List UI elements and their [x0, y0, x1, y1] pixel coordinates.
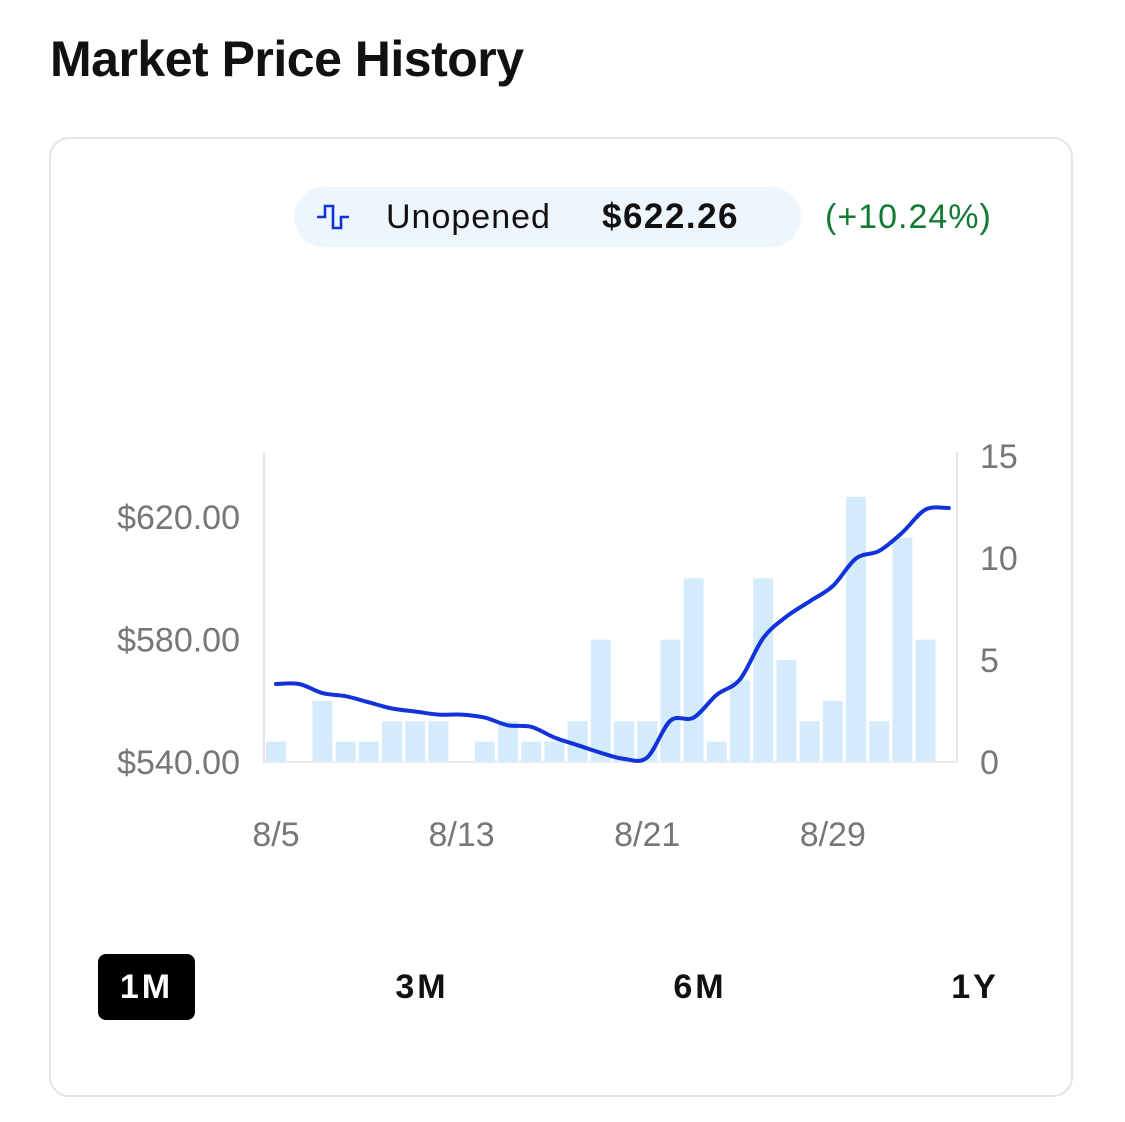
y-right-tick-label: 10: [980, 540, 1018, 578]
x-tick-label: 8/21: [614, 816, 680, 854]
volume-bar: [590, 639, 611, 762]
x-axis-ticks: 8/5 8/13 8/21 8/29: [252, 816, 866, 854]
y-left-tick-label: $540.00: [117, 744, 240, 782]
volume-bar: [405, 721, 426, 762]
series-label: Unopened: [386, 198, 551, 236]
legend-row: Unopened $622.26 (+10.24%): [49, 137, 1073, 277]
volume-bar: [892, 537, 913, 762]
series-legend-pill[interactable]: Unopened $622.26: [294, 187, 801, 247]
volume-bar: [915, 639, 936, 762]
x-tick-label: 8/29: [800, 816, 866, 854]
volume-bar: [567, 721, 588, 762]
y-right-tick-label: 15: [980, 438, 1018, 476]
volume-bar: [544, 741, 565, 762]
volume-bars: [266, 496, 936, 762]
volume-bar: [822, 700, 843, 762]
y-left-tick-label: $580.00: [117, 622, 240, 660]
y-right-tick-label: 5: [980, 642, 999, 680]
volume-bar: [846, 496, 866, 762]
volume-bar: [706, 741, 727, 762]
volume-bar: [753, 578, 774, 762]
right-axis-ticks: 0 5 10 15: [980, 438, 1018, 782]
price-change-percent: (+10.24%): [825, 198, 992, 236]
volume-bar: [312, 700, 333, 762]
volume-bar: [730, 680, 750, 762]
range-button-1m[interactable]: 1M: [98, 954, 195, 1020]
price-line: [274, 505, 951, 763]
volume-bar: [799, 721, 820, 762]
left-axis-ticks: $540.00 $580.00 $620.00: [117, 499, 240, 782]
current-price: $622.26: [602, 197, 740, 236]
range-button-6m[interactable]: 6M: [650, 954, 750, 1020]
volume-bar: [660, 639, 681, 762]
y-right-tick-label: 0: [980, 744, 999, 782]
y-left-tick-label: $620.00: [117, 499, 240, 537]
volume-bar: [521, 741, 542, 762]
range-button-3m[interactable]: 3M: [372, 954, 472, 1020]
volume-bar: [776, 660, 797, 762]
volume-bar: [498, 721, 518, 762]
volume-bar: [266, 741, 286, 762]
volume-bar: [614, 721, 634, 762]
volume-bar: [869, 721, 890, 762]
volume-bar: [474, 741, 495, 762]
x-tick-label: 8/5: [252, 816, 299, 854]
volume-bar: [683, 578, 704, 762]
page-title: Market Price History: [50, 31, 524, 87]
volume-bar: [428, 721, 449, 762]
volume-bar: [335, 741, 356, 762]
range-button-1y[interactable]: 1Y: [925, 954, 1025, 1020]
volume-bar: [358, 741, 379, 762]
price-step-line-icon: [317, 204, 349, 230]
x-tick-label: 8/13: [429, 816, 495, 854]
volume-bar: [382, 721, 402, 762]
